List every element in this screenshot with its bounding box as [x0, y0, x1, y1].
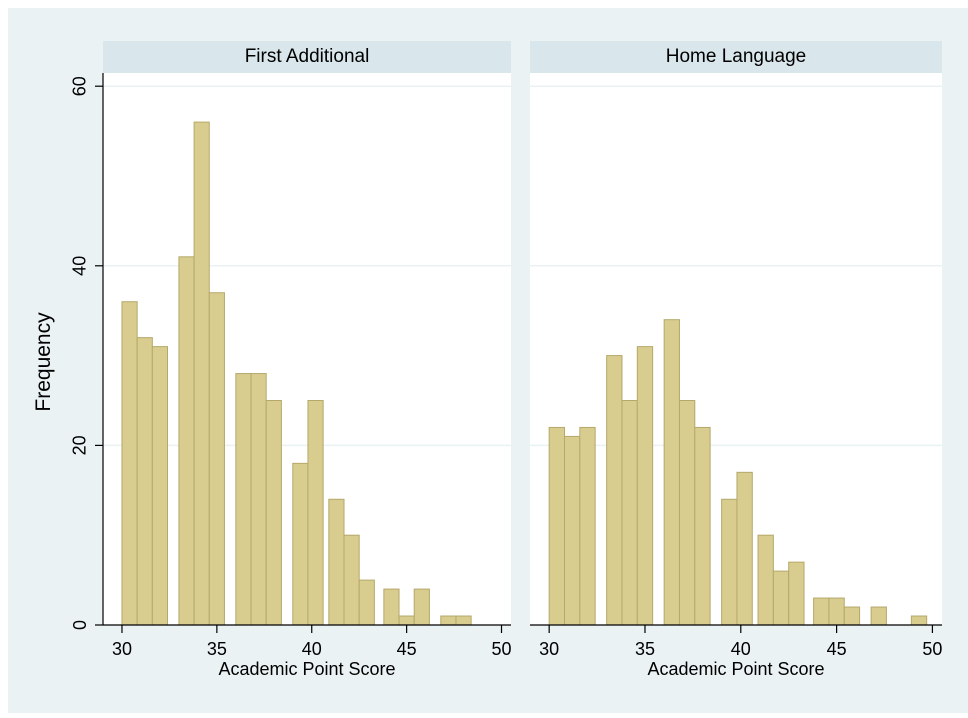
histogram-bar — [265, 400, 282, 626]
histogram-bar — [678, 400, 696, 626]
x-tick-label: 35 — [635, 639, 655, 659]
panel-strip — [530, 41, 942, 73]
histogram-bar — [606, 355, 623, 626]
histogram-bar — [772, 570, 790, 626]
histogram-bar — [757, 534, 774, 626]
histogram-bar — [383, 588, 400, 626]
x-axis-title: Academic Point Score — [647, 659, 824, 679]
histogram-bar — [788, 561, 805, 626]
histogram-bar — [828, 597, 845, 626]
x-axis-title: Academic Point Score — [218, 659, 395, 679]
histogram-bar — [910, 615, 928, 626]
y-tick-label: 40 — [70, 256, 90, 276]
histogram-bar — [413, 588, 430, 626]
histogram-bar — [193, 121, 210, 626]
x-tick-label: 40 — [302, 639, 322, 659]
histogram-bar — [455, 615, 472, 626]
histogram-bar — [563, 435, 581, 626]
x-tick-label: 40 — [731, 639, 751, 659]
histogram-bar — [178, 256, 195, 626]
histogram-bar — [121, 301, 138, 626]
histogram-bar — [621, 400, 638, 626]
histogram-bar — [843, 606, 861, 626]
histogram-bar — [736, 471, 753, 626]
histogram-bar — [136, 337, 153, 626]
y-tick-label: 0 — [70, 620, 90, 630]
panel-strip — [103, 41, 511, 73]
histogram-bar — [398, 615, 415, 626]
y-tick-label: 60 — [70, 76, 90, 96]
x-tick-label: 50 — [922, 639, 942, 659]
histogram-bar — [440, 615, 457, 626]
histogram-bar — [235, 373, 252, 626]
histogram-bar — [208, 292, 225, 626]
histogram-bar — [579, 426, 596, 626]
histogram-bar — [548, 426, 565, 626]
histogram-bar — [663, 319, 680, 626]
x-tick-label: 35 — [207, 639, 227, 659]
panel-title: First Additional — [245, 46, 370, 67]
x-tick-label: 45 — [827, 639, 847, 659]
histogram-bar — [813, 597, 830, 626]
x-tick-label: 30 — [112, 639, 132, 659]
y-tick-label: 20 — [70, 435, 90, 455]
histogram-bar — [358, 579, 375, 626]
x-tick-label: 45 — [397, 639, 417, 659]
histogram-bar — [636, 346, 654, 626]
x-tick-label: 30 — [539, 639, 559, 659]
x-tick-label: 50 — [491, 639, 511, 659]
histogram-bar — [151, 346, 169, 626]
histogram-bar — [870, 606, 887, 626]
histogram-bar — [328, 498, 345, 626]
histogram-bar — [250, 373, 267, 626]
histogram-bar — [694, 426, 711, 626]
histogram-bar — [343, 534, 360, 626]
panel-title: Home Language — [666, 46, 807, 67]
histogram-bar — [721, 498, 738, 626]
y-axis-title: Frequency — [32, 312, 55, 412]
histogram-bar — [292, 462, 309, 626]
histogram-bar — [307, 400, 324, 626]
